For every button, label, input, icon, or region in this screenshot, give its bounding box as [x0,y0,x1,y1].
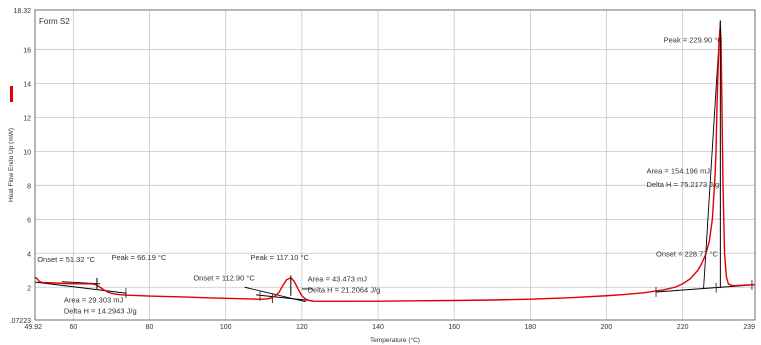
x-tick-label: 120 [296,324,308,331]
annotation-label: Area = 29.303 mJ [64,296,124,305]
x-tick-label: 80 [146,324,154,331]
y-tick-label: 10 [23,149,31,156]
x-tick-label: 60 [69,324,77,331]
y-tick-label: 6 [27,217,31,224]
annotation-label: Peak = 66.19 °C [111,253,166,262]
annotation-label: Onset = 228.77 °C [656,250,719,259]
x-tick-label: 100 [220,324,232,331]
x-tick-label: 200 [601,324,613,331]
annotation-label: Delta H = 14.2943 J/g [64,307,137,316]
heat-flow-curve [34,24,756,303]
plot-frame [34,9,756,321]
y-tick-label: 14 [23,81,31,88]
x-tick-label: 220 [677,324,689,331]
annotation-label: Peak = 117.10 °C [250,253,309,262]
annotation-label: Onset = 112.90 °C [193,273,255,282]
integration-baseline [256,294,314,302]
annotation-label: Delta H = 21.2064 J/g [308,285,381,294]
heat-flow-series [34,24,756,303]
x-tick-label: 49.92 [24,324,42,331]
y-tick-label: 12 [23,115,31,122]
y-tick-label: 18.32 [13,8,31,15]
panel-label: Form S2 [39,17,70,26]
x-tick-label: 140 [372,324,384,331]
annotation-label: Area = 154.196 mJ [646,166,710,175]
annotations: Onset = 51.32 °C Peak = 66.19 °C Area = 29… [37,36,723,316]
annotation-label: Area = 43.473 mJ [308,274,368,283]
x-tick-label: 239 [743,324,755,331]
axis-ticks: 49.92 60 80 100 120 140 160 180 200 220 239 .07223 2… [10,8,756,331]
x-tick-label: 160 [448,324,460,331]
onset-tangent-line [244,286,306,303]
grid-lines [34,9,756,321]
series-legend-swatch [10,86,13,102]
integration-baseline [35,281,127,294]
baseline-lines [35,20,756,303]
y-axis-label: Heat Flow Endo Up (mW) [8,128,15,202]
annotation-label: Onset = 51.32 °C [37,255,95,264]
y-tick-label: .07223 [10,318,32,325]
x-tick-label: 180 [524,324,536,331]
y-tick-label: 8 [27,183,31,190]
integration-markers [96,20,753,304]
x-axis-label: Temperature (°C) [370,336,420,344]
y-tick-label: 4 [27,251,31,258]
y-tick-label: 16 [23,47,31,54]
annotation-label: Delta H = 75.2173 J/g [646,180,719,189]
annotation-label: Peak = 229.90 °C [664,36,724,45]
y-tick-label: 2 [27,285,31,292]
